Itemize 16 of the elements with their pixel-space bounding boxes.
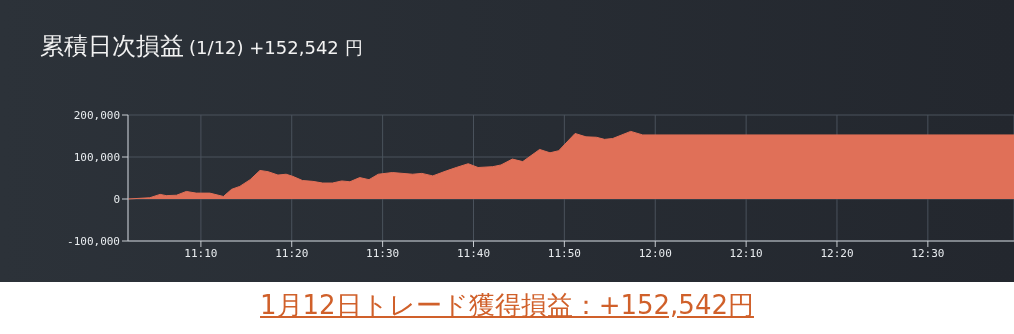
y-tick-label: 100,000 (73, 150, 120, 164)
text: 1月12日トレード獲得損益：+152,542円 (259, 289, 755, 322)
x-tick-label: 12:10 (729, 246, 763, 260)
chart-subtitle: (1/12) +152,542 円 (189, 37, 363, 58)
y-tick-label: 200,000 (73, 108, 120, 122)
y-tick-label: 0 (113, 192, 120, 206)
x-tick-label: 11:40 (456, 246, 491, 260)
x-tick-label: 11:20 (275, 246, 309, 260)
x-tick-label: 12:20 (820, 246, 854, 260)
x-tick-label: 12:30 (911, 246, 945, 260)
y-tick-label: -100,000 (67, 234, 120, 248)
chart-title: 累積日次損益 (40, 32, 184, 60)
x-tick-label: 11:10 (184, 246, 218, 260)
x-tick-label: 11:30 (366, 246, 400, 260)
x-tick-label: 12:00 (638, 246, 672, 260)
x-tick-label: 11:50 (547, 246, 581, 260)
